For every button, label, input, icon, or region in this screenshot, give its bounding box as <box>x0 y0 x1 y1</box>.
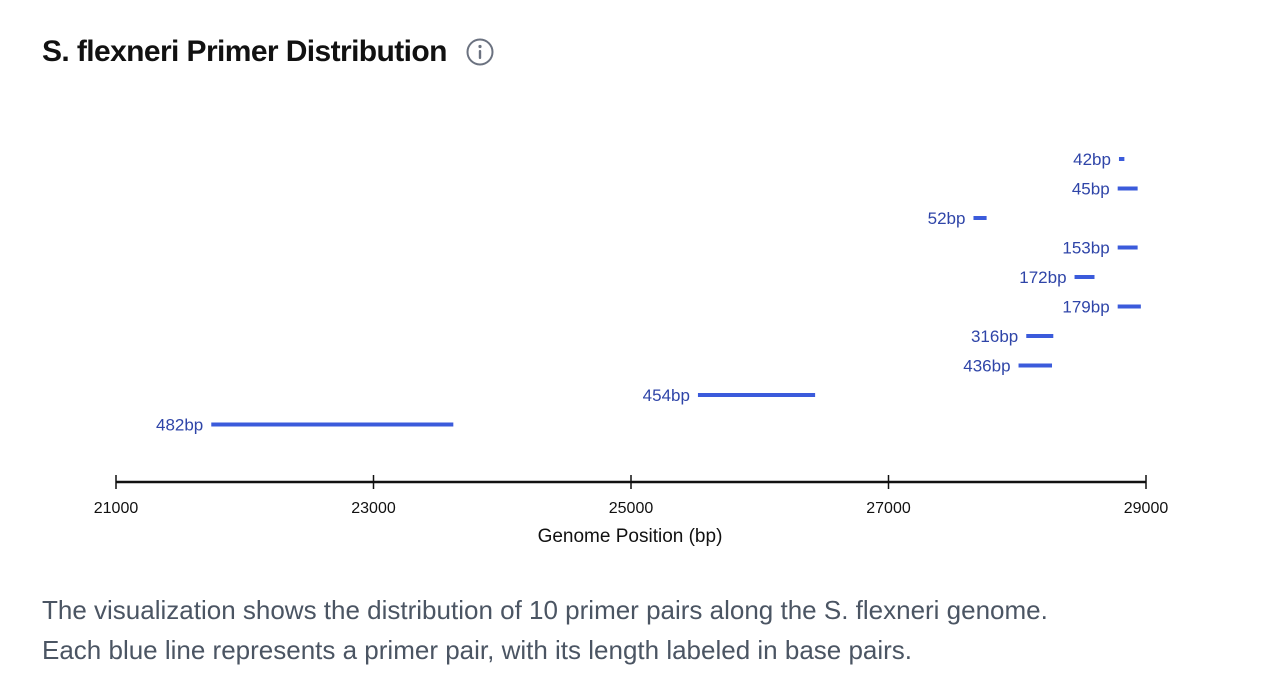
x-axis-tick-label: 25000 <box>609 500 654 517</box>
primer-length-label: 454bp <box>643 386 690 405</box>
caption-line-2: Each blue line represents a primer pair,… <box>42 635 913 665</box>
caption-line-1: The visualization shows the distribution… <box>42 595 1048 625</box>
chart-title: S. flexneri Primer Distribution <box>42 35 447 68</box>
x-axis-tick-label: 21000 <box>94 500 139 517</box>
primer-length-label: 316bp <box>971 327 1018 346</box>
primer-distribution-chart: 42bp 45bp 52bp 153bp 172bp 179bp 316bp 436bp 454… <box>94 150 1169 547</box>
primer-length-label: 45bp <box>1072 180 1110 199</box>
x-axis-label: Genome Position (bp) <box>538 526 723 547</box>
primer-length-label: 172bp <box>1019 268 1066 287</box>
primer-length-label: 42bp <box>1073 150 1111 169</box>
primer-length-label: 153bp <box>1062 239 1109 258</box>
primer-length-label: 179bp <box>1062 298 1109 317</box>
primer-series: 42bp 45bp 52bp 153bp 172bp 179bp 316bp 436bp 454… <box>156 150 1141 435</box>
primer-length-label: 52bp <box>928 209 966 228</box>
primer-length-label: 482bp <box>156 416 203 435</box>
x-axis-tick-label: 23000 <box>351 500 396 517</box>
x-axis-tick-label: 29000 <box>1124 500 1169 517</box>
info-icon[interactable] <box>465 37 495 67</box>
primer-length-label: 436bp <box>963 357 1010 376</box>
x-axis: 21000 23000 25000 27000 29000 <box>94 475 1169 517</box>
x-axis-tick-label: 27000 <box>866 500 911 517</box>
chart-header: S. flexneri Primer Distribution <box>42 30 495 74</box>
chart-caption: The visualization shows the distribution… <box>42 590 1222 670</box>
